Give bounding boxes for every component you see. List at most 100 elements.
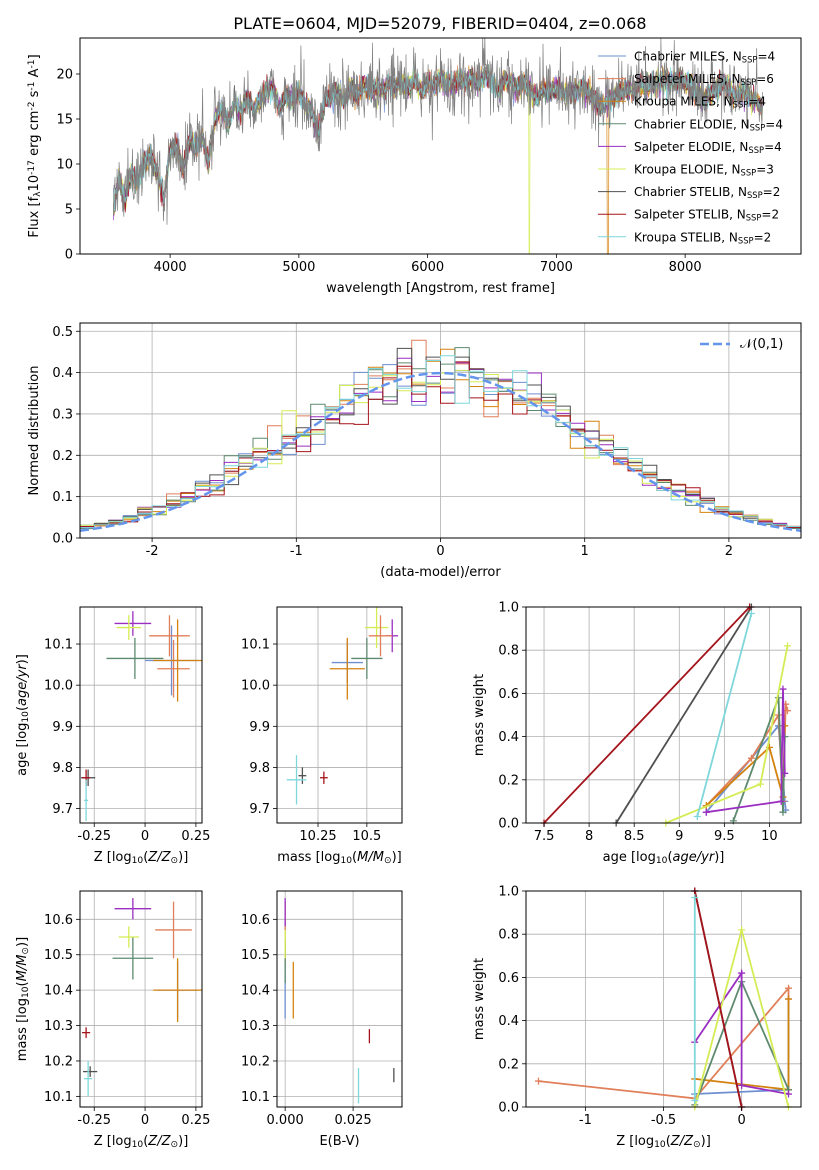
x-tick-label: -2 bbox=[146, 544, 159, 559]
y-tick-label: 10.1 bbox=[241, 1090, 270, 1105]
y-tick-label: 10.1 bbox=[44, 1090, 73, 1105]
x-tick-label: 0 bbox=[436, 544, 444, 559]
y-tick-label: 1.0 bbox=[498, 601, 519, 616]
y-tick-label: 0.2 bbox=[52, 449, 73, 464]
weight-line-3 bbox=[732, 697, 786, 822]
errorbar-point-8 bbox=[286, 755, 307, 805]
weight-marker bbox=[693, 813, 701, 821]
histogram-7 bbox=[80, 361, 801, 528]
y-axis-label: Normed distribution bbox=[27, 366, 42, 496]
x-tick-label: -0.5 bbox=[651, 1113, 676, 1128]
y-tick-label: 9.9 bbox=[52, 720, 73, 735]
errorbar-point-7 bbox=[319, 771, 328, 784]
plot-area-mass_vs_ebv bbox=[284, 898, 395, 1104]
plot-area-age_vs_mass bbox=[286, 607, 399, 805]
legend-label-1: Salpeter MILES, NSSP=6 bbox=[634, 72, 774, 87]
x-axis-label: age [log10(age/yr)] bbox=[603, 850, 725, 866]
y-tick-label: 10.6 bbox=[241, 913, 270, 928]
weight-line-7 bbox=[543, 606, 751, 824]
y-tick-label: 10.2 bbox=[241, 1054, 270, 1069]
x-axis-label: wavelength [Angstrom, rest frame] bbox=[326, 281, 555, 296]
y-tick-label: 1.0 bbox=[498, 885, 519, 900]
axes-frame bbox=[79, 606, 203, 824]
normal-legend-label: 𝒩(0,1) bbox=[740, 337, 783, 352]
y-axis-label: age [log10(age/yr)] bbox=[15, 654, 31, 776]
histogram-8 bbox=[80, 355, 801, 529]
model-spectrum-5 bbox=[113, 66, 763, 254]
y-tick-label: 0.8 bbox=[498, 644, 519, 659]
legend-label-6: Chabrier STELIB, NSSP=2 bbox=[634, 185, 780, 200]
weight-marker bbox=[785, 1090, 792, 1098]
errorbar-point-2 bbox=[153, 958, 202, 1023]
y-tick-label: 0.5 bbox=[52, 325, 73, 340]
y-tick-label: 10.0 bbox=[44, 679, 73, 694]
axes-residuals: -2 -1 0 1 2 0.0 0.1 0.2 0.3 0.4 0.5 (data-model)/er… bbox=[27, 322, 802, 580]
y-tick-label: 0.0 bbox=[52, 532, 73, 547]
errorbar-point-6 bbox=[298, 767, 307, 784]
y-tick-label: 10.0 bbox=[241, 679, 270, 694]
errorbar-point-4 bbox=[114, 898, 152, 920]
y-tick-label: 0.8 bbox=[498, 928, 519, 943]
weight-marker bbox=[747, 754, 755, 762]
x-tick-label: -0.25 bbox=[77, 829, 111, 844]
y-tick-label: 20 bbox=[56, 68, 73, 83]
errorbar-point-3 bbox=[112, 937, 154, 980]
axes-frame bbox=[276, 606, 403, 824]
y-axis-label: Flux [fλ10-17 erg cm-2 s-1 A-1] bbox=[27, 54, 43, 237]
y-tick-label: 0.2 bbox=[498, 1057, 519, 1072]
y-axis-label: mass weight bbox=[472, 958, 487, 1040]
legend-label-3: Chabrier ELODIE, NSSP=4 bbox=[634, 117, 783, 132]
weight-marker bbox=[783, 642, 791, 650]
axes-age_vs_Z: -0.25 0 0.25 9.7 9.8 9.9 10.0 10.1 Z [log10(Z/Z⊙… bbox=[15, 606, 210, 866]
errorbar-point-1 bbox=[329, 637, 365, 700]
plot-area-weight_vs_Z bbox=[535, 887, 792, 1111]
legend-label-4: Salpeter ELODIE, NSSP=4 bbox=[634, 140, 782, 155]
x-tick-label: -1 bbox=[579, 1113, 592, 1128]
y-tick-label: 9.7 bbox=[249, 802, 270, 817]
weight-marker bbox=[779, 685, 787, 693]
x-tick-label: 10.5 bbox=[352, 829, 381, 844]
weight-marker bbox=[783, 707, 791, 715]
weight-marker bbox=[785, 995, 792, 1003]
axes-age_vs_mass: 10.25 10.5 9.7 9.8 9.9 10.0 10.1 mass [log10(M/… bbox=[241, 606, 403, 866]
weight-line-6 bbox=[615, 606, 753, 824]
y-tick-label: 0.4 bbox=[498, 730, 519, 745]
x-tick-label: 0.025 bbox=[334, 1113, 371, 1128]
x-tick-label: 0 bbox=[737, 1113, 745, 1128]
axes-weight_vs_age: 7.5 8 8.5 9 9.5 10 0.0 0.2 0.4 0.6 0.8 1.0 age [log1… bbox=[472, 601, 802, 866]
y-tick-label: 0.0 bbox=[498, 817, 519, 832]
weight-marker bbox=[777, 797, 785, 805]
y-tick-label: 10.3 bbox=[241, 1019, 270, 1034]
y-axis-label: mass weight bbox=[472, 674, 487, 756]
weight-marker bbox=[738, 926, 746, 934]
errorbar-point-8 bbox=[84, 1060, 93, 1097]
errorbar-point-7 bbox=[82, 1027, 91, 1038]
plot-area-weight_vs_age bbox=[540, 603, 791, 827]
axes-frame bbox=[276, 890, 403, 1108]
weight-marker bbox=[781, 769, 789, 777]
x-tick-label: 7000 bbox=[540, 260, 573, 275]
y-tick-label: 10.5 bbox=[44, 948, 73, 963]
x-tick-label: 7.5 bbox=[534, 829, 555, 844]
errorbar-point-5 bbox=[368, 615, 393, 657]
axes-frame bbox=[79, 890, 203, 1108]
plot-area-mass_vs_Z bbox=[82, 898, 202, 1097]
y-tick-label: 15 bbox=[56, 113, 73, 128]
errorbar-point-1 bbox=[155, 901, 192, 959]
y-tick-label: 10.4 bbox=[241, 984, 270, 999]
errorbar-point-1 bbox=[157, 639, 190, 698]
x-tick-label: 0.000 bbox=[267, 1113, 304, 1128]
y-tick-label: 10.1 bbox=[44, 638, 73, 653]
errorbar-point-2 bbox=[351, 637, 383, 679]
errorbar-point-6 bbox=[83, 1066, 98, 1077]
y-tick-label: 9.9 bbox=[249, 720, 270, 735]
errorbar-point-3 bbox=[106, 637, 164, 679]
y-tick-label: 0 bbox=[65, 248, 73, 263]
weight-line-4 bbox=[706, 689, 786, 814]
y-tick-label: 0.4 bbox=[498, 1014, 519, 1029]
x-tick-label: 5000 bbox=[282, 260, 315, 275]
weight-marker bbox=[785, 984, 792, 992]
errorbar-point-4 bbox=[364, 607, 389, 649]
figure-title: PLATE=0604, MJD=52079, FIBERID=0404, z=0… bbox=[233, 14, 646, 33]
